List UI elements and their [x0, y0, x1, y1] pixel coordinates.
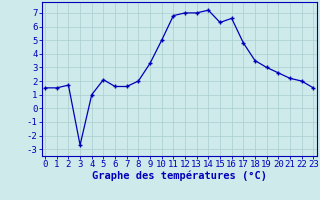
- X-axis label: Graphe des températures (°C): Graphe des températures (°C): [92, 171, 267, 181]
